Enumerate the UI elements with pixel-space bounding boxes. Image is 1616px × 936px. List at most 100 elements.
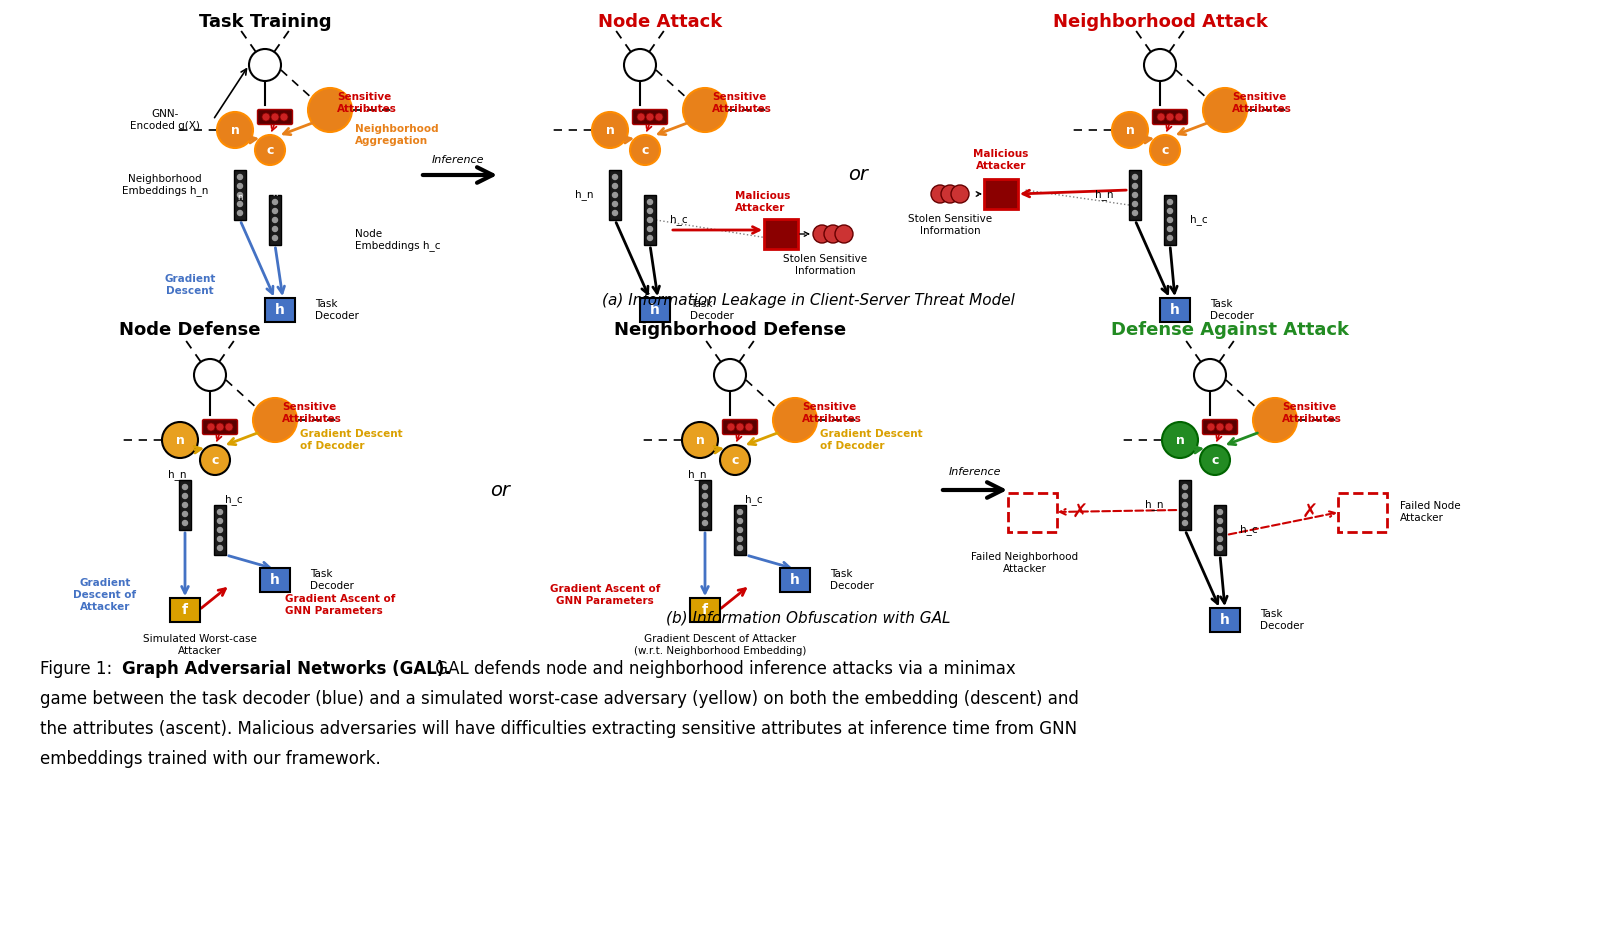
Circle shape [218,519,223,523]
Circle shape [273,209,278,213]
Text: h: h [790,573,800,587]
Circle shape [262,113,270,121]
Text: h_c: h_c [225,494,242,505]
Circle shape [1217,536,1222,542]
Circle shape [1133,183,1138,188]
Text: h_c: h_c [1239,524,1257,535]
Text: f: f [701,603,708,617]
FancyBboxPatch shape [984,179,1018,209]
FancyBboxPatch shape [1152,110,1188,124]
Circle shape [1215,423,1223,431]
Circle shape [1133,174,1138,180]
Text: Sensitive
Attributes: Sensitive Attributes [802,402,861,424]
Circle shape [217,423,225,431]
Circle shape [217,112,254,148]
Circle shape [684,88,727,132]
Circle shape [745,423,753,431]
FancyBboxPatch shape [213,505,226,555]
Text: n: n [273,189,278,198]
Text: Failed Neighborhood
Attacker: Failed Neighborhood Attacker [971,552,1078,574]
Text: Malicious
Attacker: Malicious Attacker [973,149,1029,170]
FancyBboxPatch shape [1130,170,1141,220]
Text: or: or [848,166,868,184]
Text: ✗: ✗ [1071,503,1088,521]
FancyBboxPatch shape [632,110,667,124]
Circle shape [737,509,742,515]
Text: Gradient Descent
of Decoder: Gradient Descent of Decoder [819,430,923,451]
Text: Stolen Sensitive
Information: Stolen Sensitive Information [908,214,992,236]
Text: Task
Decoder: Task Decoder [831,569,874,591]
Text: Defense Against Attack: Defense Against Attack [1112,321,1349,339]
Text: Graph Adversarial Networks (GAL).: Graph Adversarial Networks (GAL). [121,660,451,678]
Text: n: n [176,433,184,446]
Circle shape [1167,113,1173,121]
Circle shape [1167,199,1173,204]
Text: Neighborhood Defense: Neighborhood Defense [614,321,847,339]
Text: c: c [732,454,739,466]
Circle shape [194,359,226,391]
Circle shape [703,485,708,490]
Text: GNN-
Encoded g(X): GNN- Encoded g(X) [129,110,200,131]
FancyBboxPatch shape [202,419,238,434]
Circle shape [218,509,223,515]
Circle shape [721,445,750,475]
Circle shape [1201,445,1230,475]
Circle shape [273,199,278,204]
Text: n: n [231,124,239,137]
Text: Gradient Descent of Attacker
(w.r.t. Neighborhood Embedding): Gradient Descent of Attacker (w.r.t. Nei… [633,635,806,656]
Text: Sensitive
Attributes: Sensitive Attributes [1231,93,1291,114]
Text: GAL defends node and neighborhood inference attacks via a minimax: GAL defends node and neighborhood infere… [430,660,1016,678]
FancyBboxPatch shape [179,480,191,530]
Text: h: h [270,573,280,587]
Text: Task
Decoder: Task Decoder [690,300,734,321]
Circle shape [648,199,653,204]
FancyBboxPatch shape [1180,480,1191,530]
Text: Malicious
Attacker: Malicious Attacker [735,191,790,212]
Text: h_n: h_n [168,470,186,480]
Text: c: c [212,454,218,466]
Circle shape [612,193,617,197]
Circle shape [703,520,708,525]
Circle shape [1133,211,1138,215]
Text: the attributes (ascent). Malicious adversaries will have difficulties extracting: the attributes (ascent). Malicious adver… [40,720,1078,738]
Circle shape [207,423,215,431]
Text: Neighborhood
Embeddings h_n: Neighborhood Embeddings h_n [121,174,208,197]
Text: Node
Embeddings h_c: Node Embeddings h_c [356,228,441,251]
Circle shape [648,209,653,213]
Circle shape [612,183,617,188]
Circle shape [950,185,970,203]
Circle shape [238,193,242,197]
Text: h_n: h_n [688,470,706,480]
Text: n: n [606,124,614,137]
Circle shape [703,503,708,507]
Circle shape [1167,236,1173,241]
Text: h_c: h_c [745,494,763,505]
Text: Sensitive
Attributes: Sensitive Attributes [283,402,343,424]
Circle shape [1167,209,1173,213]
Text: h_n: h_n [1094,190,1113,200]
Circle shape [1217,519,1222,523]
Text: Failed Node
Attacker: Failed Node Attacker [1399,501,1461,523]
Circle shape [591,112,629,148]
FancyBboxPatch shape [609,170,621,220]
Circle shape [654,113,663,121]
Text: Stolen Sensitive
Information: Stolen Sensitive Information [782,255,868,276]
Circle shape [941,185,958,203]
FancyBboxPatch shape [1338,493,1387,532]
Text: Sensitive
Attributes: Sensitive Attributes [713,93,772,114]
Text: h_c: h_c [671,214,688,226]
Circle shape [1183,511,1188,517]
Text: Task
Decoder: Task Decoder [315,300,359,321]
Circle shape [737,546,742,550]
FancyBboxPatch shape [764,219,798,249]
Circle shape [1157,113,1165,121]
Circle shape [225,423,233,431]
Circle shape [931,185,949,203]
FancyBboxPatch shape [700,480,711,530]
Circle shape [648,217,653,223]
Text: h: h [650,303,659,317]
Circle shape [280,113,288,121]
Circle shape [1183,503,1188,507]
Circle shape [1175,113,1183,121]
FancyBboxPatch shape [170,598,200,622]
